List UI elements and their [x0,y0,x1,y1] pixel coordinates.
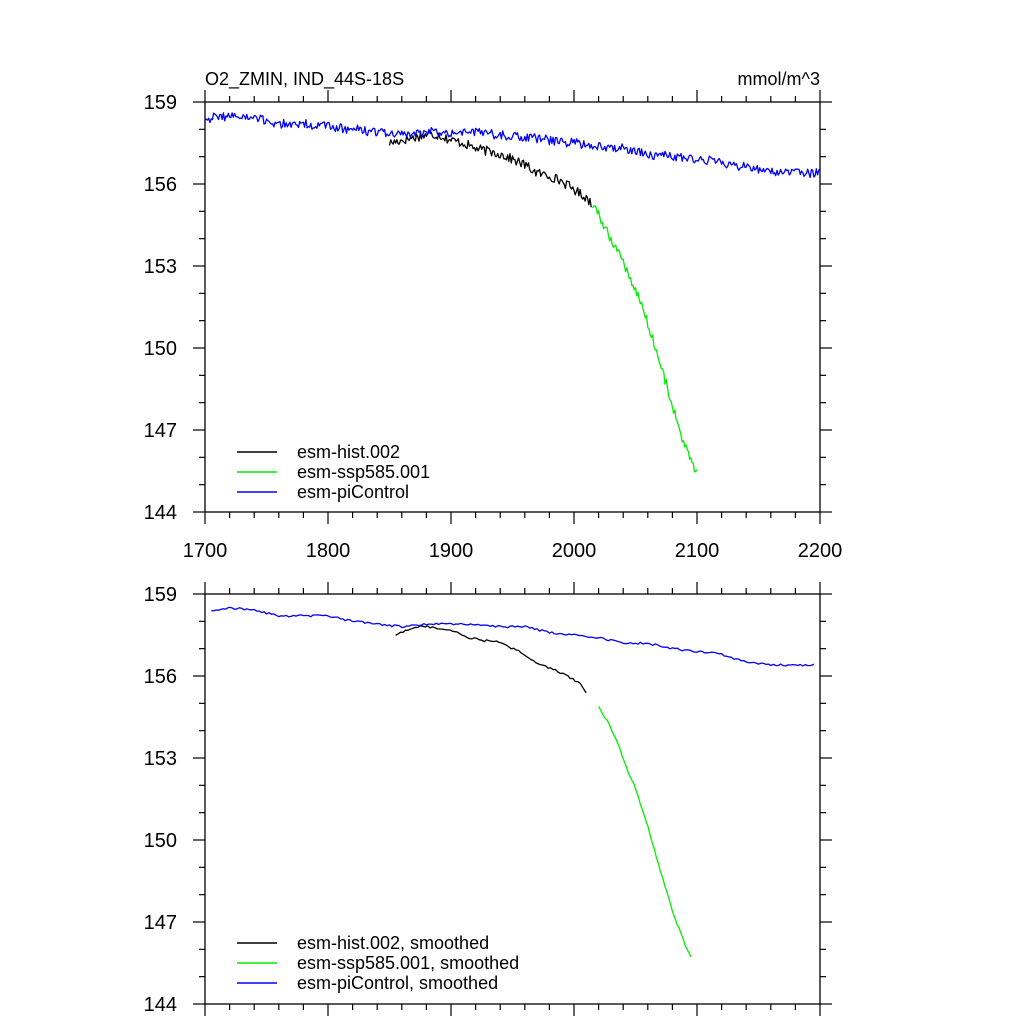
plot-frame [204,593,821,1005]
legend-label: esm-ssp585.001, smoothed [297,953,519,973]
bottom-panel: 144 147 150 153 156 159 esm-hist.002, smoothe… [144,582,832,1016]
plot-axes: 144 147 150 153 156 159 [144,582,832,1016]
plot-marks [204,112,821,473]
y-tick-label: 159 [144,584,177,606]
top-panel: O2_ZMIN, IND_44S-18S mmol/m^3 1700 1800 19… [144,69,843,562]
y-tick-label: 153 [144,748,177,770]
series-line-1 [388,131,592,208]
series-line-2 [598,705,692,958]
x-tick-label: 1900 [429,540,474,562]
y-tick-label: 150 [144,830,177,852]
chart-title: O2_ZMIN, IND_44S-18S [205,69,404,90]
x-tick-label: 2200 [798,540,843,562]
legend-label: esm-hist.002, smoothed [297,933,489,953]
legend-label: esm-ssp585.001 [297,462,430,482]
series-line-3 [204,112,821,179]
x-tick-label: 1700 [183,540,228,562]
y-tick-label: 150 [144,338,177,360]
y-tick-label: 156 [144,174,177,196]
plot-marks [211,606,815,958]
series-line-2 [591,204,698,473]
series-line-3 [211,606,815,667]
y-tick-label: 144 [144,994,177,1016]
plot-frame [204,101,821,513]
series-line-1 [395,625,587,694]
y-tick-label: 144 [144,502,177,524]
units-label: mmol/m^3 [738,69,820,89]
plot-axes: 1700 1800 1900 2000 2100 2200 144 147 150 153 156 1… [144,90,843,562]
x-tick-label: 2100 [675,540,720,562]
y-tick-label: 159 [144,92,177,114]
y-tick-label: 147 [144,912,177,934]
y-tick-label: 147 [144,420,177,442]
y-tick-label: 156 [144,666,177,688]
legend-label: esm-piControl, smoothed [297,973,498,993]
legend-label: esm-piControl [297,482,409,502]
y-tick-label: 153 [144,256,177,278]
legend-label: esm-hist.002 [297,442,400,462]
x-tick-label: 2000 [552,540,597,562]
x-tick-label: 1800 [306,540,351,562]
